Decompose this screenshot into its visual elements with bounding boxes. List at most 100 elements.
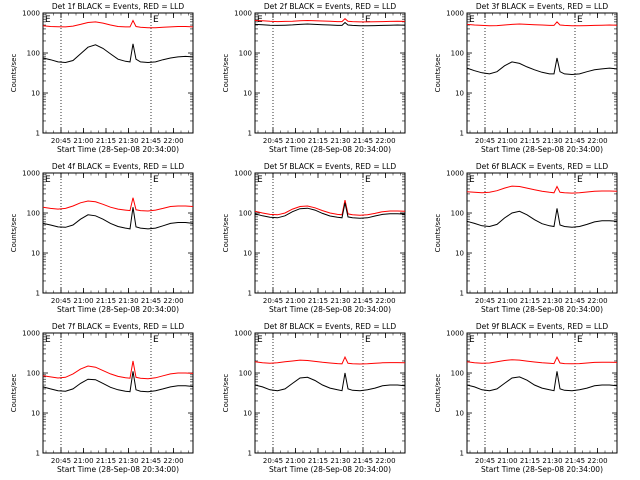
y-tick-label: 10 <box>31 250 40 258</box>
x-tick-label: 21:45 <box>353 137 373 145</box>
plot-frame <box>466 172 618 294</box>
y-tick-label: 10 <box>243 250 252 258</box>
y-tick-label: 100 <box>27 370 40 378</box>
corner-label-right: E <box>153 175 159 185</box>
series-line-black-events <box>254 202 406 219</box>
x-tick-label: 22:00 <box>163 457 183 465</box>
y-tick-label: 10 <box>455 250 464 258</box>
plot-frame <box>42 332 194 454</box>
y-axis-label: Counts/sec <box>10 374 18 413</box>
x-tick-label: 21:00 <box>285 137 305 145</box>
x-tick-label: 20:45 <box>475 137 495 145</box>
chart-title: Det 9f BLACK = Events, RED = LLD <box>476 322 609 331</box>
corner-label-right: E <box>365 175 371 185</box>
chart-panel-8: Det 8f BLACK = Events, RED = LLD 1 10 100 10… <box>222 322 406 474</box>
y-axis-label: Counts/sec <box>222 374 230 413</box>
x-tick-label: 21:00 <box>497 297 517 305</box>
series-line-red-lld <box>42 360 194 380</box>
x-tick-label: 21:45 <box>565 137 585 145</box>
x-tick-label: 22:00 <box>587 297 607 305</box>
x-tick-label: 21:45 <box>353 297 373 305</box>
chart-panel-5: Det 5f BLACK = Events, RED = LLD 1 10 100 10… <box>222 162 406 314</box>
y-axis-label: Counts/sec <box>10 214 18 253</box>
x-tick-label: 21:45 <box>565 457 585 465</box>
series-line-black-events <box>254 21 406 27</box>
x-tick-label: 20:45 <box>263 297 283 305</box>
x-tick-label: 22:00 <box>163 297 183 305</box>
y-tick-label: 10 <box>455 410 464 418</box>
y-axis-label: Counts/sec <box>222 54 230 93</box>
corner-label-left: E <box>45 15 51 25</box>
y-axis-label: Counts/sec <box>10 54 18 93</box>
corner-label-left: E <box>469 15 475 25</box>
x-axis-label: Start Time (28-Sep-08 20:34:00) <box>57 305 179 314</box>
x-tick-label: 22:00 <box>163 137 183 145</box>
y-tick-label: 1000 <box>234 170 252 178</box>
x-tick-label: 21:00 <box>285 297 305 305</box>
x-tick-label: 20:45 <box>475 457 495 465</box>
chart-panel-3: Det 3f BLACK = Events, RED = LLD 1 10 100 10… <box>434 2 618 154</box>
y-tick-label: 100 <box>451 210 464 218</box>
x-axis-label: Start Time (28-Sep-08 20:34:00) <box>481 145 603 154</box>
x-tick-label: 21:30 <box>330 297 350 305</box>
y-tick-label: 100 <box>239 50 252 58</box>
x-tick-label: 21:30 <box>118 137 138 145</box>
corner-label-right: E <box>577 15 583 25</box>
chart-title: Det 8f BLACK = Events, RED = LLD <box>264 322 397 331</box>
corner-label-right: E <box>153 335 159 345</box>
x-tick-label: 20:45 <box>51 137 71 145</box>
y-tick-label: 1000 <box>234 10 252 18</box>
x-tick-label: 21:30 <box>542 297 562 305</box>
x-tick-label: 20:45 <box>263 137 283 145</box>
series-line-black-events <box>466 208 618 228</box>
series-line-red-lld <box>466 355 618 365</box>
series-line-red-lld <box>254 199 406 216</box>
chart-panel-4: Det 4f BLACK = Events, RED = LLD 1 10 100 10… <box>10 162 194 314</box>
series-line-red-lld <box>466 21 618 27</box>
y-tick-label: 1 <box>248 130 252 138</box>
x-tick-label: 21:00 <box>285 457 305 465</box>
y-tick-label: 1 <box>460 450 464 458</box>
corner-label-right: E <box>365 335 371 345</box>
corner-label-left: E <box>45 335 51 345</box>
x-tick-label: 21:00 <box>73 137 93 145</box>
series-line-black-events <box>466 57 618 76</box>
series-line-red-lld <box>466 185 618 194</box>
y-tick-label: 10 <box>31 410 40 418</box>
series-line-red-lld <box>42 19 194 29</box>
x-axis-label: Start Time (28-Sep-08 20:34:00) <box>481 465 603 474</box>
chart-title: Det 1f BLACK = Events, RED = LLD <box>52 2 185 11</box>
y-tick-label: 1 <box>36 450 40 458</box>
x-axis-label: Start Time (28-Sep-08 20:34:00) <box>269 305 391 314</box>
series-line-black-events <box>42 371 194 393</box>
x-tick-label: 21:30 <box>330 137 350 145</box>
x-tick-label: 21:15 <box>308 137 328 145</box>
chart-panel-1: Det 1f BLACK = Events, RED = LLD 1 10 100 10… <box>10 2 194 154</box>
chart-title: Det 3f BLACK = Events, RED = LLD <box>476 2 609 11</box>
x-tick-label: 21:30 <box>542 457 562 465</box>
corner-label-right: E <box>577 335 583 345</box>
x-tick-label: 21:15 <box>96 297 116 305</box>
y-tick-label: 10 <box>243 410 252 418</box>
x-tick-label: 21:15 <box>96 457 116 465</box>
plot-frame <box>466 12 618 134</box>
x-tick-label: 21:30 <box>118 457 138 465</box>
corner-label-left: E <box>257 175 263 185</box>
y-tick-label: 1 <box>36 130 40 138</box>
corner-label-left: E <box>257 335 263 345</box>
x-tick-label: 21:15 <box>308 457 328 465</box>
y-axis-label: Counts/sec <box>434 214 442 253</box>
x-tick-label: 21:00 <box>73 297 93 305</box>
x-axis-label: Start Time (28-Sep-08 20:34:00) <box>481 305 603 314</box>
y-tick-label: 1 <box>248 290 252 298</box>
y-tick-label: 100 <box>27 50 40 58</box>
chart-title: Det 6f BLACK = Events, RED = LLD <box>476 162 609 171</box>
x-tick-label: 21:00 <box>497 457 517 465</box>
x-tick-label: 21:30 <box>330 457 350 465</box>
x-tick-label: 20:45 <box>51 297 71 305</box>
y-tick-label: 1000 <box>446 330 464 338</box>
y-tick-label: 1000 <box>446 170 464 178</box>
x-tick-label: 22:00 <box>375 457 395 465</box>
x-tick-label: 21:15 <box>308 297 328 305</box>
x-tick-label: 21:00 <box>497 137 517 145</box>
